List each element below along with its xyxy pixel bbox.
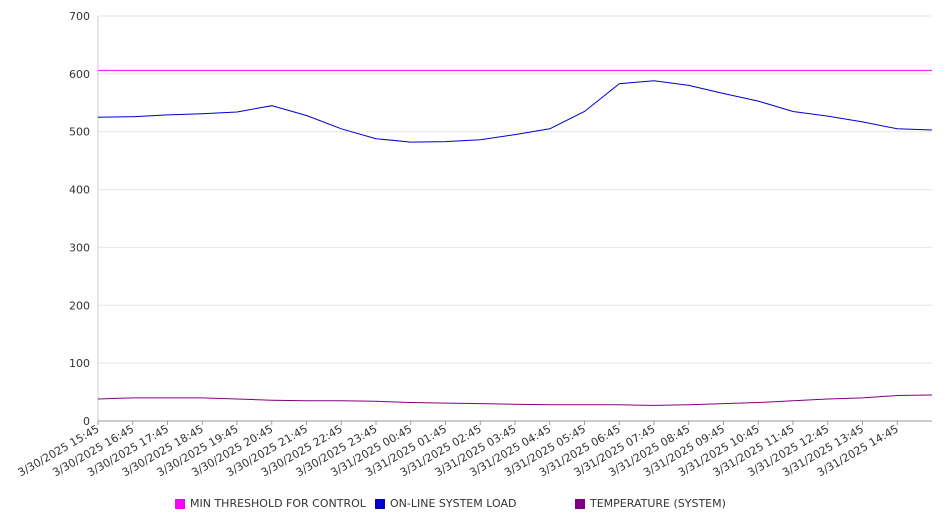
series-lines xyxy=(97,69,933,406)
legend-item-load[interactable]: ON-LINE SYSTEM LOAD xyxy=(375,497,516,510)
legend-label-threshold: MIN THRESHOLD FOR CONTROL xyxy=(190,497,366,510)
axes xyxy=(97,16,932,425)
legend-swatch-threshold xyxy=(175,498,185,509)
line-chart: 0 100 200 300 400 500 600 700 3/30/2025 15:453/… xyxy=(16,10,933,479)
y-tick-label: 500 xyxy=(69,126,90,139)
series-line-2 xyxy=(97,394,933,406)
y-tick-label: 600 xyxy=(69,68,90,81)
y-tick-label: 200 xyxy=(69,299,90,312)
legend: MIN THRESHOLD FOR CONTROL ON-LINE SYSTEM… xyxy=(0,497,946,515)
legend-swatch-temperature xyxy=(575,498,585,509)
legend-label-temperature: TEMPERATURE (SYSTEM) xyxy=(590,497,726,510)
y-tick-label: 700 xyxy=(69,10,90,23)
legend-swatch-load xyxy=(375,498,385,509)
legend-label-load: ON-LINE SYSTEM LOAD xyxy=(390,497,517,510)
x-tick-labels: 3/30/2025 15:453/30/2025 16:453/30/2025 … xyxy=(16,422,901,479)
series-line-1 xyxy=(97,80,933,143)
y-tick-label: 100 xyxy=(69,357,90,370)
legend-item-temperature[interactable]: TEMPERATURE (SYSTEM) xyxy=(575,497,726,510)
y-tick-label: 0 xyxy=(83,415,90,428)
y-tick-labels: 0 100 200 300 400 500 600 700 xyxy=(69,10,90,428)
grid-lines xyxy=(98,15,932,364)
y-tick-label: 400 xyxy=(69,184,90,197)
legend-item-threshold[interactable]: MIN THRESHOLD FOR CONTROL xyxy=(175,497,366,510)
y-tick-label: 300 xyxy=(69,241,90,254)
